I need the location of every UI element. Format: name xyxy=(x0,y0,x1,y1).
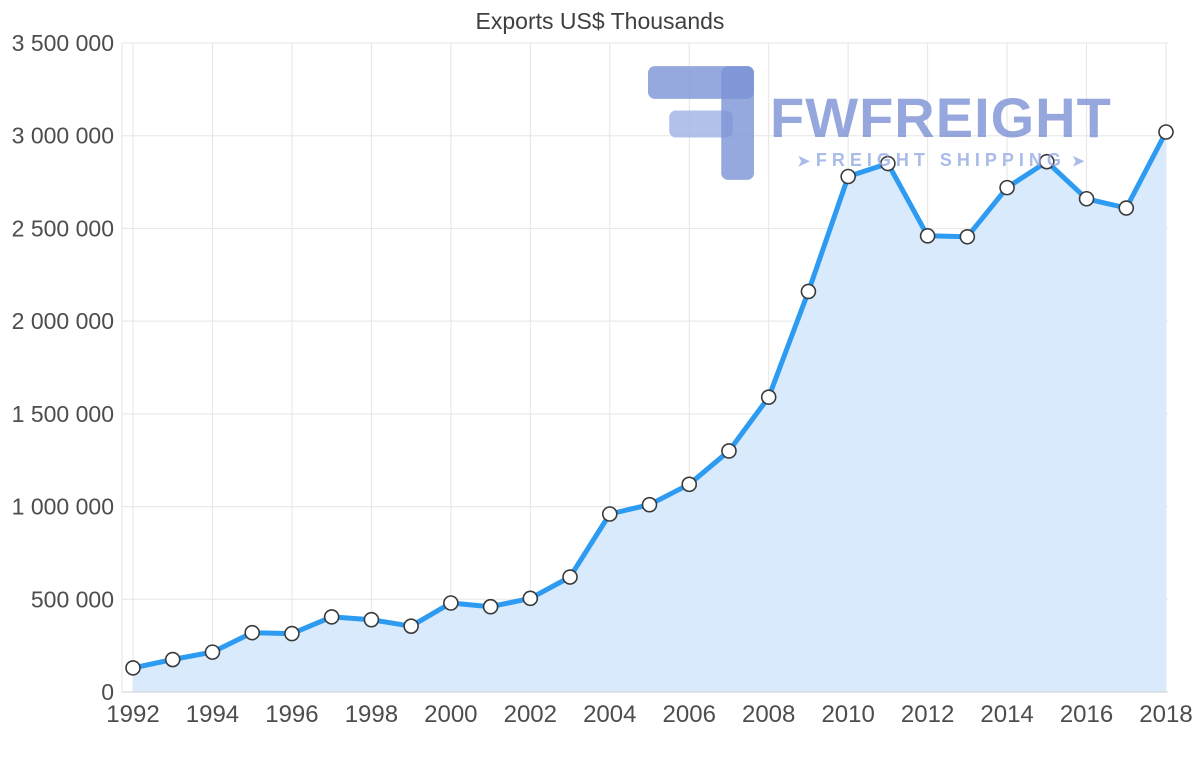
data-point-marker xyxy=(403,618,419,634)
x-tick-label: 1996 xyxy=(265,701,318,728)
data-point-marker xyxy=(999,179,1015,196)
x-tick-label: 2010 xyxy=(821,701,874,728)
x-tick-label: 2000 xyxy=(424,701,477,728)
data-point-marker xyxy=(1118,200,1135,216)
data-point-marker xyxy=(482,598,499,615)
data-point-marker xyxy=(323,609,340,625)
chart-title: Exports US$ Thousands xyxy=(475,8,725,34)
data-point-marker xyxy=(204,644,221,660)
y-tick-label: 2 000 000 xyxy=(12,308,114,334)
y-tick-label: 2 500 000 xyxy=(12,215,114,241)
y-axis-labels: 0 500 000 1 000 000 1 500 000 2 000 000 2 500… xyxy=(12,30,114,705)
y-tick-label: 1 000 000 xyxy=(12,494,114,520)
data-point-marker xyxy=(919,228,936,244)
area-fill xyxy=(133,132,1166,692)
y-tick-label: 500 000 xyxy=(31,586,114,612)
x-tick-label: 1998 xyxy=(345,701,398,728)
data-point-marker xyxy=(125,660,141,676)
data-point-marker xyxy=(601,506,618,522)
x-tick-label: 2006 xyxy=(663,701,716,728)
data-point-marker xyxy=(284,625,300,642)
data-point-marker xyxy=(1078,190,1095,207)
data-point-marker xyxy=(721,443,737,459)
x-tick-label: 2016 xyxy=(1060,701,1113,728)
data-point-marker xyxy=(1039,153,1055,170)
y-tick-label: 3 500 000 xyxy=(12,30,114,56)
x-tick-label: 2012 xyxy=(901,701,954,728)
data-point-marker xyxy=(522,590,539,607)
x-tick-label: 2002 xyxy=(504,701,557,728)
data-point-marker xyxy=(959,228,976,245)
y-tick-label: 1 500 000 xyxy=(12,401,114,427)
data-point-marker xyxy=(840,168,856,185)
x-tick-label: 1994 xyxy=(186,701,239,728)
x-tick-label: 2004 xyxy=(583,701,636,728)
x-tick-label: 2018 xyxy=(1139,701,1192,728)
data-point-marker xyxy=(880,155,896,172)
data-point-marker xyxy=(760,389,777,405)
data-point-marker xyxy=(363,611,380,628)
data-point-marker xyxy=(641,496,658,513)
data-point-marker xyxy=(443,595,459,611)
x-tick-label: 2008 xyxy=(742,701,795,728)
y-tick-label: 0 xyxy=(101,679,114,705)
data-point-markers xyxy=(125,124,1174,676)
data-point-marker xyxy=(562,569,578,585)
x-tick-label: 2014 xyxy=(980,701,1033,728)
data-point-marker xyxy=(800,283,817,300)
y-tick-label: 3 000 000 xyxy=(12,123,114,149)
data-point-marker xyxy=(164,651,181,668)
data-point-marker xyxy=(681,476,698,493)
data-point-marker xyxy=(244,624,260,641)
data-point-marker xyxy=(1158,124,1174,140)
x-tick-label: 1992 xyxy=(106,701,159,728)
x-axis-labels: 1992 1994 1996 1998 2000 2002 2004 2006 2008 2010… xyxy=(106,701,1192,728)
